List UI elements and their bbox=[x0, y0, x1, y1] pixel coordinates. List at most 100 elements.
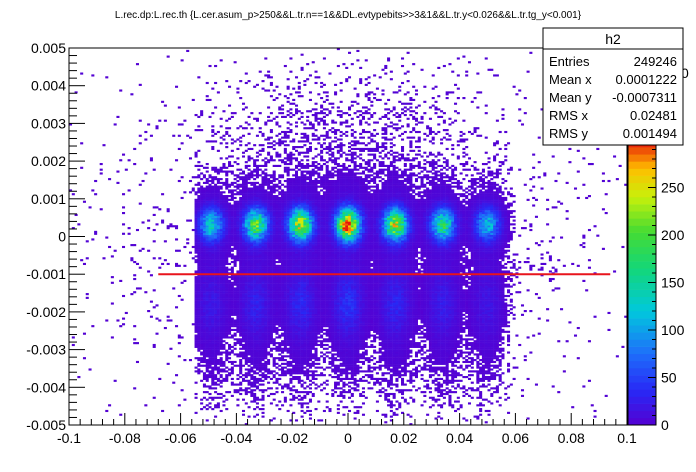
heatmap-cell bbox=[255, 317, 259, 320]
heatmap-cell bbox=[381, 364, 385, 367]
heatmap-cell bbox=[348, 308, 352, 311]
heatmap-cell bbox=[428, 298, 432, 301]
heatmap-cell bbox=[412, 379, 416, 382]
heatmap-cell bbox=[286, 387, 290, 390]
heatmap-cell bbox=[244, 313, 248, 316]
heatmap-cell bbox=[225, 375, 229, 379]
heatmap-cell bbox=[258, 298, 262, 301]
heatmap-cell bbox=[311, 338, 315, 341]
heatmap-cell bbox=[247, 328, 251, 331]
heatmap-cell bbox=[228, 294, 232, 298]
heatmap-cell bbox=[375, 302, 379, 305]
heatmap-cell bbox=[445, 355, 449, 358]
heatmap-cell bbox=[233, 391, 237, 394]
heatmap-cell bbox=[253, 385, 257, 388]
heatmap-cell bbox=[428, 375, 432, 379]
heatmap-cell bbox=[317, 362, 321, 365]
heatmap-cell bbox=[401, 392, 405, 396]
heatmap-cell bbox=[205, 349, 209, 352]
heatmap-cell bbox=[275, 357, 279, 360]
heatmap-cell bbox=[459, 338, 463, 341]
heatmap-cell bbox=[244, 328, 248, 331]
heatmap-cell bbox=[228, 368, 232, 371]
heatmap-cell bbox=[381, 330, 385, 333]
heatmap-cell bbox=[283, 308, 287, 311]
heatmap-cell bbox=[244, 375, 248, 379]
heatmap-cell bbox=[222, 330, 226, 333]
heatmap-cell bbox=[264, 302, 268, 305]
heatmap-cell bbox=[278, 296, 282, 299]
heatmap-cell bbox=[258, 362, 262, 365]
heatmap-cell bbox=[214, 330, 218, 333]
heatmap-cell bbox=[314, 408, 318, 411]
heatmap-cell bbox=[487, 313, 491, 316]
heatmap-cell bbox=[378, 360, 382, 364]
heatmap-cell bbox=[208, 364, 212, 367]
heatmap-cell bbox=[236, 300, 240, 303]
heatmap-cell bbox=[267, 394, 271, 397]
heatmap-cell bbox=[359, 406, 363, 409]
heatmap-cell bbox=[342, 381, 346, 384]
heatmap-cell bbox=[384, 336, 388, 339]
heatmap-cell bbox=[281, 372, 285, 375]
heatmap-cell bbox=[314, 374, 318, 377]
heatmap-cell bbox=[202, 343, 206, 347]
heatmap-cell bbox=[364, 311, 368, 315]
heatmap-cell bbox=[308, 321, 312, 324]
heatmap-cell bbox=[484, 326, 488, 330]
heatmap-cell bbox=[281, 332, 285, 335]
heatmap-cell bbox=[216, 359, 220, 362]
heatmap-cell bbox=[306, 391, 310, 394]
heatmap-cell bbox=[308, 325, 312, 328]
heatmap-cell bbox=[272, 374, 276, 377]
heatmap-cell bbox=[487, 296, 491, 299]
heatmap-cell bbox=[320, 374, 324, 377]
heatmap-cell bbox=[216, 366, 220, 369]
heatmap-cell bbox=[336, 359, 340, 362]
heatmap-cell bbox=[364, 342, 368, 345]
heatmap-cell bbox=[434, 325, 438, 328]
heatmap-cell bbox=[264, 321, 268, 324]
heatmap-cell bbox=[412, 310, 416, 313]
heatmap-cell bbox=[334, 357, 338, 360]
heatmap-cell bbox=[297, 357, 301, 360]
heatmap-cell bbox=[325, 406, 329, 409]
heatmap-cell bbox=[230, 370, 234, 373]
heatmap-cell bbox=[278, 300, 282, 303]
heatmap-cell bbox=[208, 311, 212, 315]
heatmap-cell bbox=[481, 379, 485, 382]
heatmap-cell bbox=[345, 368, 349, 371]
heatmap-cell bbox=[292, 321, 296, 324]
heatmap-cell bbox=[375, 377, 379, 381]
heatmap-cell bbox=[311, 294, 315, 298]
heatmap-cell bbox=[331, 389, 335, 392]
heatmap-cell bbox=[211, 300, 215, 303]
heatmap-cell bbox=[484, 370, 488, 373]
heatmap-cell bbox=[283, 355, 287, 358]
heatmap-cell bbox=[228, 336, 232, 339]
heatmap-cell bbox=[247, 300, 251, 303]
heatmap-cell bbox=[423, 351, 427, 354]
heatmap-cell bbox=[339, 343, 343, 347]
heatmap-cell bbox=[440, 340, 444, 343]
heatmap-cell bbox=[267, 302, 271, 305]
heatmap-cell bbox=[225, 332, 229, 335]
heatmap-cell bbox=[384, 413, 388, 416]
heatmap-cell bbox=[395, 342, 399, 345]
heatmap-cell bbox=[456, 325, 460, 328]
heatmap-cell bbox=[219, 360, 223, 364]
heatmap-cell bbox=[236, 317, 240, 320]
heatmap-cell bbox=[228, 310, 232, 313]
heatmap-cell bbox=[353, 351, 357, 354]
heatmap-cell bbox=[367, 321, 371, 324]
heatmap-cell bbox=[250, 392, 254, 396]
heatmap-cell bbox=[303, 370, 307, 373]
heatmap-cell bbox=[420, 391, 424, 394]
heatmap-cell bbox=[339, 311, 343, 315]
heatmap-cell bbox=[261, 391, 265, 394]
heatmap-cell bbox=[308, 347, 312, 350]
heatmap-cell bbox=[297, 359, 301, 362]
heatmap-cell bbox=[286, 304, 290, 307]
heatmap-cell bbox=[230, 362, 234, 365]
heatmap-cell bbox=[267, 326, 271, 330]
